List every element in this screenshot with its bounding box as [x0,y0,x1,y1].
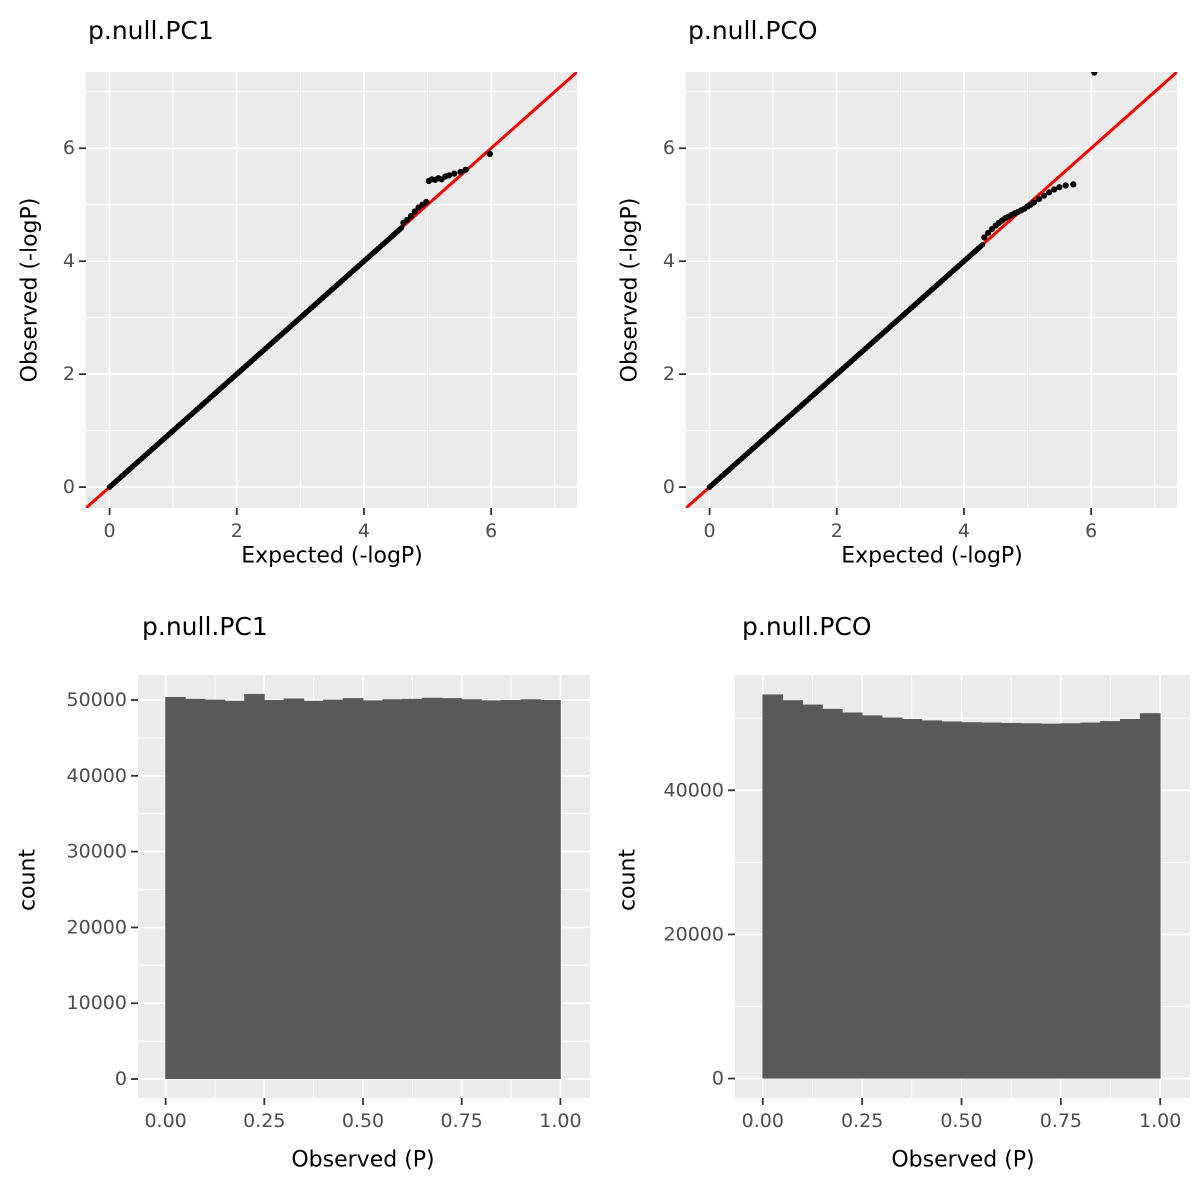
x-axis-label: Observed (P) [291,1147,435,1173]
qq-plot-pc1-canvas: 0 2 4 6 0 2 4 6 [63,72,577,542]
x-axis-label: Observed (P) [891,1147,1035,1173]
svg-text:2: 2 [231,520,243,542]
svg-text:0.50: 0.50 [342,1110,384,1132]
svg-text:40000: 40000 [67,765,127,787]
svg-text:0.75: 0.75 [441,1110,483,1132]
chart-title: p.null.PCO [688,16,818,45]
svg-text:6: 6 [1085,520,1097,542]
chart-title: p.null.PCO [742,612,872,641]
svg-text:0: 0 [115,1068,127,1090]
svg-text:2: 2 [663,363,675,385]
chart-title: p.null.PC1 [88,16,214,45]
svg-text:0.00: 0.00 [144,1110,186,1132]
svg-text:2: 2 [63,363,75,385]
svg-text:0: 0 [712,1068,724,1090]
svg-text:1.00: 1.00 [539,1110,581,1132]
svg-text:4: 4 [663,250,675,272]
svg-text:0.75: 0.75 [1040,1110,1082,1132]
histogram-pc1-panel: 0.00 0.25 0.50 0.75 1.00 0 10000 20000 30000 4000… [0,600,600,1200]
svg-text:0.25: 0.25 [243,1110,285,1132]
x-axis-label: Expected (-logP) [241,543,423,569]
svg-text:4: 4 [958,520,970,542]
svg-text:0.00: 0.00 [742,1110,784,1132]
y-axis-label: count [615,848,641,912]
svg-text:20000: 20000 [67,916,127,938]
svg-text:40000: 40000 [664,779,724,801]
svg-text:6: 6 [485,520,497,542]
svg-text:50000: 50000 [67,689,127,711]
svg-text:10000: 10000 [67,992,127,1014]
svg-text:0.25: 0.25 [841,1110,883,1132]
qq-plot-pc1-panel: 0 2 4 6 0 2 4 6 p.null.PC1 Expected (-logP) Obs… [0,0,600,600]
svg-text:30000: 30000 [67,841,127,863]
svg-text:0: 0 [103,520,115,542]
qq-plot-pco-panel: 0 2 4 6 0 2 4 6 p.null.PCO Expected (-logP) Obs… [600,0,1200,600]
histogram-pco-canvas: 0.00 0.25 0.50 0.75 1.00 0 20000 40000 [664,675,1190,1132]
histogram-pco-panel: 0.00 0.25 0.50 0.75 1.00 0 20000 40000 p.null.P… [600,600,1200,1200]
svg-text:0.50: 0.50 [940,1110,982,1132]
svg-text:6: 6 [63,137,75,159]
y-axis-label: Observed (-logP) [617,197,643,383]
svg-text:0: 0 [63,476,75,498]
svg-text:4: 4 [358,520,370,542]
x-axis-label: Expected (-logP) [841,543,1023,569]
svg-text:2: 2 [831,520,843,542]
svg-text:0: 0 [703,520,715,542]
svg-text:20000: 20000 [664,923,724,945]
svg-text:6: 6 [663,137,675,159]
svg-text:1.00: 1.00 [1139,1110,1181,1132]
y-axis-label: Observed (-logP) [17,197,43,383]
svg-text:0: 0 [663,476,675,498]
qq-plot-pco-canvas: 0 2 4 6 0 2 4 6 [663,72,1177,542]
histogram-pc1-canvas: 0.00 0.25 0.50 0.75 1.00 0 10000 20000 30000 4000… [67,675,590,1132]
svg-text:4: 4 [63,250,75,272]
y-axis-label: count [15,848,41,912]
chart-title: p.null.PC1 [142,612,268,641]
